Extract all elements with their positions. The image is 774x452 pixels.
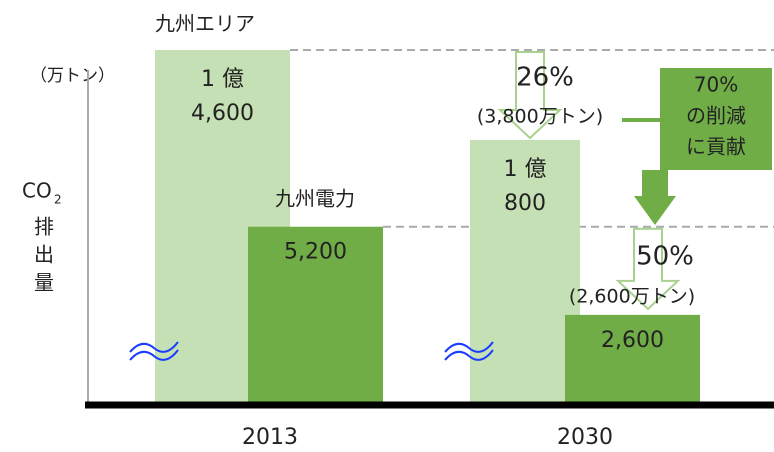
axis-break <box>444 341 494 353</box>
y-label: 排 <box>34 215 54 239</box>
axis-break <box>444 349 494 361</box>
value-label: 2,600 <box>601 328 664 353</box>
y-label: 量 <box>34 271 54 295</box>
value-label: 1 億 <box>201 67 244 92</box>
series-label: 九州電力 <box>275 187 355 211</box>
callout-text: の削減 <box>686 104 746 128</box>
reduction-amount: (2,600万トン) <box>569 286 695 308</box>
reduction-percent: 26% <box>516 63 574 93</box>
value-label: 4,600 <box>191 101 254 126</box>
callout-text: に貢献 <box>686 135 746 159</box>
reduction-amount: (3,800万トン) <box>477 106 603 128</box>
bar <box>470 139 580 403</box>
x-tick-label: 2030 <box>557 425 613 450</box>
y-label: 2 <box>54 193 62 207</box>
axis-break <box>129 349 179 361</box>
callout-box <box>634 68 772 225</box>
reduction-arrow <box>615 227 681 311</box>
callout-text: 70% <box>694 73 738 97</box>
reduction-arrow <box>497 50 563 140</box>
series-label: 九州エリア <box>155 12 255 36</box>
value-label: 5,200 <box>284 240 347 265</box>
unit-label: （万トン） <box>30 66 115 86</box>
x-tick-label: 2013 <box>242 425 298 450</box>
value-label: 800 <box>504 191 546 216</box>
y-label: 出 <box>34 243 54 267</box>
bar <box>565 314 700 403</box>
y-label: CO <box>22 179 52 203</box>
reduction-percent: 50% <box>636 242 694 272</box>
value-label: 1 億 <box>504 157 547 182</box>
axis-break <box>129 341 179 353</box>
bar <box>248 226 383 403</box>
